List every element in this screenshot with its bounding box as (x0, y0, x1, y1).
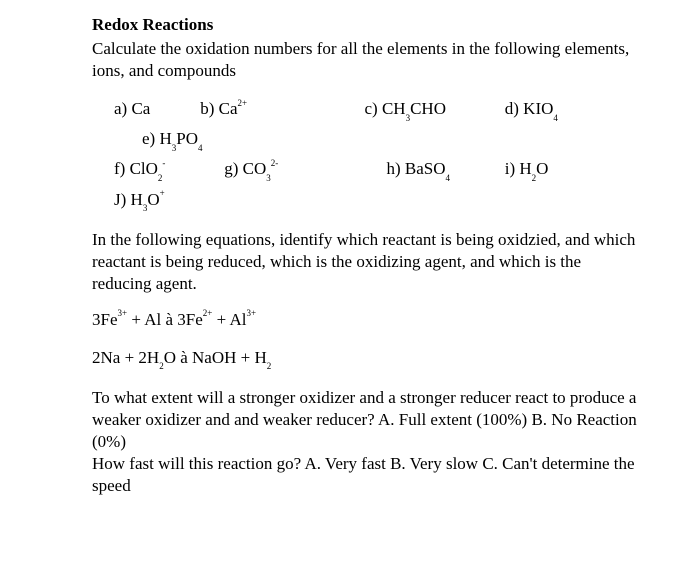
item-c-label1: c) CH (365, 99, 406, 118)
item-d-label: d) KIO (505, 99, 554, 118)
items-row-1: a) Ca b) Ca2+ c) CH3CHO d) KIO4 (114, 98, 640, 122)
eq2-p1: 2Na + 2H (92, 348, 159, 367)
items-row-2: e) H3PO4 (142, 128, 640, 152)
item-i-sub: 2 (532, 173, 537, 183)
eq1-s1: 3+ (118, 308, 128, 318)
equation-2: 2Na + 2H2O à NaOH + H2 (92, 347, 640, 371)
eq2-p2: O à NaOH + H (164, 348, 267, 367)
equation-1: 3Fe3+ + Al à 3Fe2+ + Al3+ (92, 309, 640, 331)
item-e-sub2: 4 (198, 143, 203, 153)
items-row-4: J) H3O+ (114, 189, 640, 213)
eq1-p3: + Al (212, 310, 246, 329)
item-c-sub1: 3 (406, 113, 411, 123)
item-a: a) Ca (114, 98, 196, 120)
item-j: J) H3O+ (114, 189, 165, 213)
item-b: b) Ca2+ (200, 98, 360, 120)
eq2-s1: 2 (159, 361, 164, 371)
item-h: h) BaSO4 (387, 158, 501, 182)
item-e: e) H3PO4 (142, 128, 202, 152)
item-j-sub: 3 (143, 203, 148, 213)
item-i-label1: i) H (505, 159, 532, 178)
item-d-sub: 4 (553, 113, 558, 123)
item-g-label: g) CO (224, 159, 266, 178)
item-c: c) CH3CHO (365, 98, 501, 122)
eq1-p1: 3Fe (92, 310, 118, 329)
eq1-s2: 2+ (203, 308, 213, 318)
item-d: d) KIO4 (505, 98, 558, 122)
item-b-label: b) Ca (200, 99, 237, 118)
item-e-label2: PO (176, 129, 198, 148)
eq1-p2: + Al à 3Fe (127, 310, 203, 329)
intro-text: Calculate the oxidation numbers for all … (92, 38, 640, 82)
item-j-sup: + (160, 188, 165, 198)
item-i: i) H2O (505, 158, 549, 182)
item-f-sub: 2 (158, 173, 163, 183)
items-row-3: f) ClO2- g) CO32- h) BaSO4 i) H2O (114, 158, 640, 182)
item-g: g) CO32- (224, 158, 382, 182)
paragraph-2: In the following equations, identify whi… (92, 229, 640, 295)
items-block: a) Ca b) Ca2+ c) CH3CHO d) KIO4 e) H3PO4… (114, 98, 640, 212)
item-a-label: a) Ca (114, 99, 150, 118)
item-g-sup: 2- (271, 158, 279, 168)
item-e-sub1: 3 (172, 143, 177, 153)
paragraph-3b: How fast will this reaction go? A. Very … (92, 453, 640, 497)
item-g-sub: 3 (266, 173, 271, 183)
heading: Redox Reactions (92, 14, 640, 36)
item-e-label1: e) H (142, 129, 172, 148)
item-j-label1: J) H (114, 190, 143, 209)
eq2-s2: 2 (267, 361, 272, 371)
item-f-label: f) ClO (114, 159, 158, 178)
paragraph-3a: To what extent will a stronger oxidizer … (92, 387, 640, 453)
item-f: f) ClO2 - (114, 158, 220, 182)
item-b-sup: 2+ (238, 98, 248, 108)
item-h-label: h) BaSO (387, 159, 446, 178)
item-i-label2: O (536, 159, 548, 178)
item-f-sup: - (162, 158, 165, 168)
item-j-label2: O (147, 190, 159, 209)
item-c-label2: CHO (410, 99, 446, 118)
item-h-sub: 4 (446, 173, 451, 183)
eq1-s3: 3+ (247, 308, 257, 318)
